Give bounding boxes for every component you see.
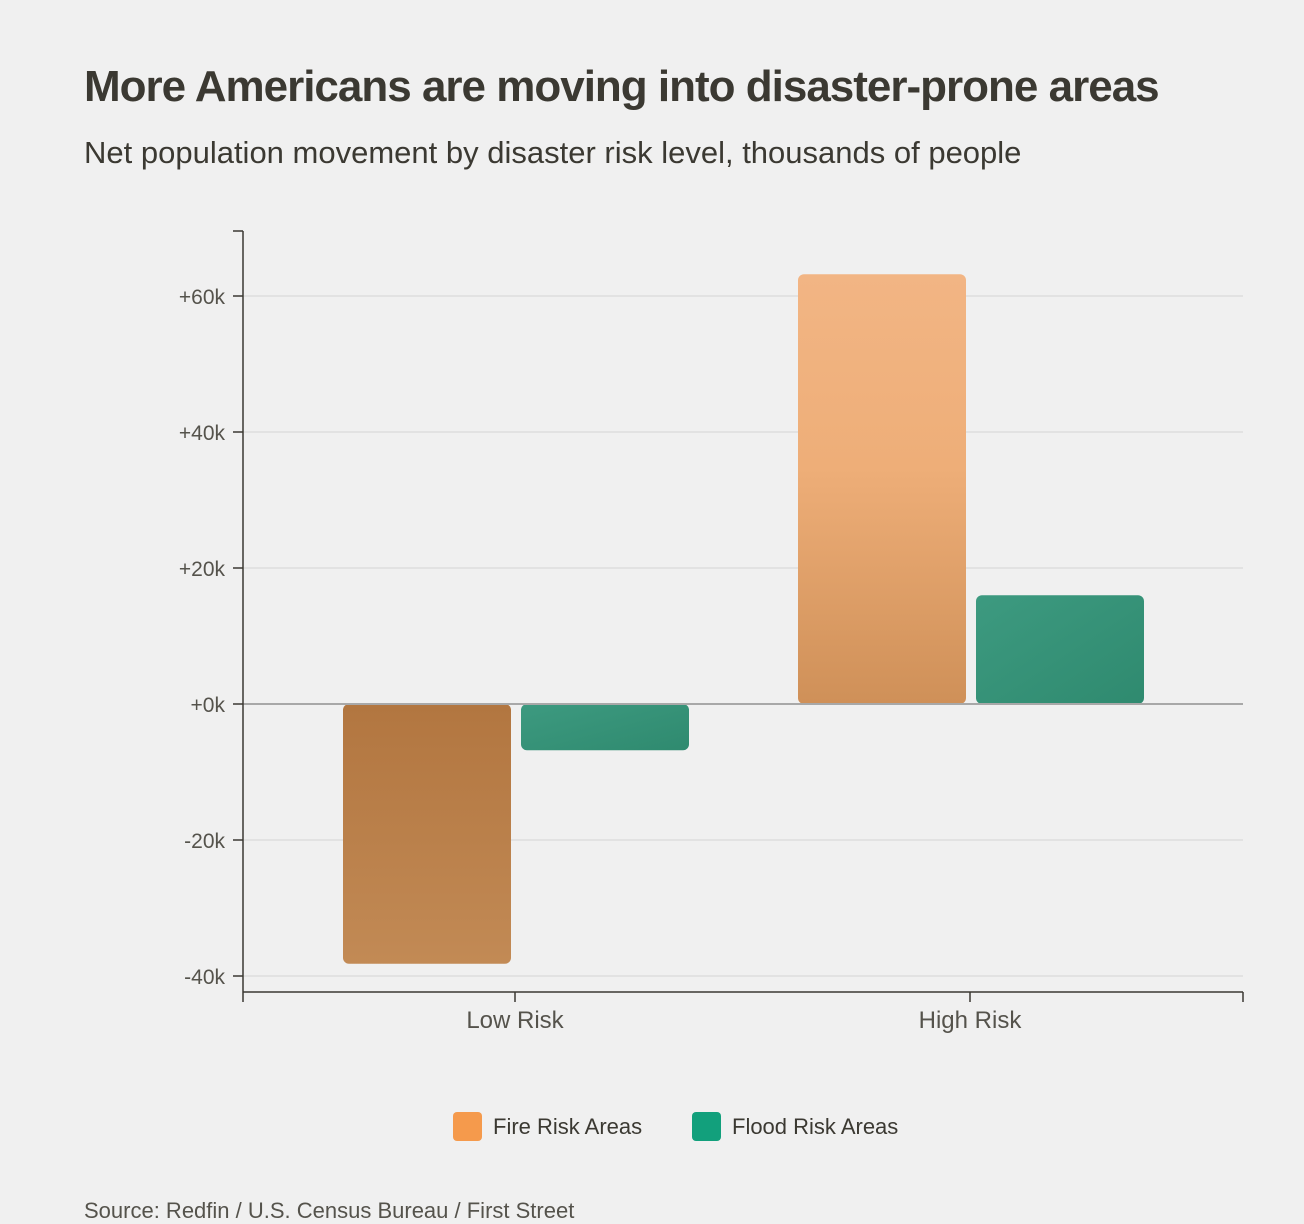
x-tick-label: High Risk [919, 1007, 1023, 1034]
legend-item-flood[interactable]: Flood Risk Areas [692, 1112, 898, 1141]
y-tick-label: -40k [184, 966, 225, 989]
bar-flood-high-risk [976, 595, 1144, 704]
chart-subtitle: Net population movement by disaster risk… [84, 135, 1022, 170]
legend-item-fire[interactable]: Fire Risk Areas [453, 1112, 642, 1141]
y-tick-label: -20k [184, 830, 225, 853]
legend-swatch-flood [692, 1112, 721, 1141]
bar-flood-low-risk [521, 704, 689, 751]
chart-title: More Americans are moving into disaster-… [84, 62, 1160, 111]
y-tick-label: +40k [179, 422, 226, 445]
y-tick-label: +20k [179, 558, 226, 581]
x-tick-label: Low Risk [466, 1007, 564, 1034]
legend-label-fire: Fire Risk Areas [493, 1113, 643, 1139]
y-tick-label: +0k [191, 694, 226, 717]
legend-label-flood: Flood Risk Areas [732, 1113, 899, 1139]
legend-swatch-fire [453, 1112, 482, 1141]
bar-fire-low-risk [343, 704, 511, 964]
bar-fire-high-risk [798, 274, 966, 704]
y-tick-label: +60k [179, 286, 226, 309]
source-note: Source: Redfin / U.S. Census Bureau / Fi… [84, 1198, 575, 1223]
